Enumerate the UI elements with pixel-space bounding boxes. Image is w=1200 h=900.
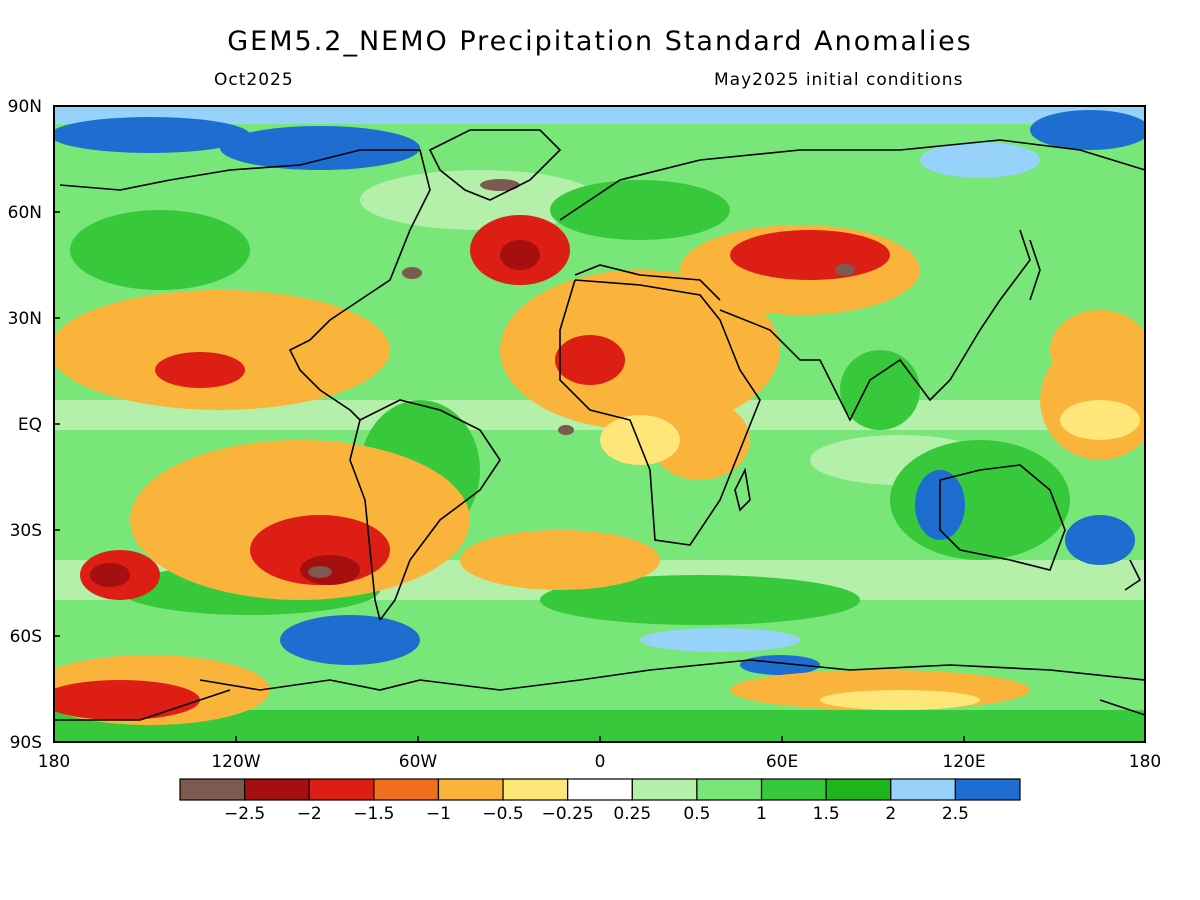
colorbar-swatch [244,778,310,801]
dry-max-anomalies [308,179,855,578]
lat-tick-label: 60S [10,627,42,647]
colorbar-swatch [696,778,763,801]
lon-tick-label: 60W [399,752,438,772]
colorbar-label: −1.5 [353,804,394,824]
lat-tick-label: 30N [8,309,42,329]
map-title: GEM5.2_NEMO Precipitation Standard Anoma… [227,26,973,57]
dry-pale-anomalies [600,400,1140,710]
initial-conditions: May2025 initial conditions [714,70,964,90]
colorbar-label: 1 [756,804,767,824]
colorbar-label: 2.5 [942,804,969,824]
colorbar-label: −1 [426,804,451,824]
lon-tick-label: 120E [942,752,985,772]
colorbar-swatch [502,778,569,801]
colorbar-swatch [373,778,440,801]
lon-tick-label: 60E [766,752,798,772]
lon-tick-label: 180 [1129,752,1161,772]
lat-tick-label: 90N [8,97,42,117]
colorbar-swatch [890,778,956,801]
colorbar-swatch [179,778,246,801]
lat-tick-label: 30S [10,521,42,541]
lat-tick-label: 60N [8,203,42,223]
colorbar-swatch [437,778,504,801]
colorbar-label: −0.25 [542,804,594,824]
valid-month: Oct2025 [214,70,294,90]
colorbar-label: 0.5 [683,804,710,824]
lon-tick-label: 0 [595,752,606,772]
wet-anomalies [54,106,1145,675]
colorbar-label: −2.5 [224,804,265,824]
colorbar-swatch [825,778,892,801]
colorbar-label: 0.25 [613,804,651,824]
colorbar-swatch [567,778,633,801]
colorbar: −2.5 −2 −1.5 −1 −0.5 −0.25 0.25 0.5 1 1.5 2 2.5 [179,778,1021,824]
map-plot-area [54,106,1145,742]
coastlines [54,129,1145,721]
lon-tick-label: 180 [38,752,70,772]
lat-tick-label: EQ [18,415,42,435]
colorbar-label: 2 [885,804,896,824]
latitude-axis: 90N 60N 30N EQ 30S 60S 90S [8,97,60,753]
colorbar-swatch [308,778,375,801]
colorbar-label: −2 [297,804,322,824]
colorbar-swatch [954,778,1021,801]
lon-tick-label: 120W [211,752,260,772]
colorbar-swatch [760,778,827,801]
lat-tick-label: 90S [10,733,42,753]
colorbar-label: 1.5 [813,804,840,824]
longitude-axis: 180 120W 60W 0 60E 120E 180 [38,736,1161,772]
colorbar-label: −0.5 [482,804,523,824]
colorbar-swatch [631,778,698,801]
